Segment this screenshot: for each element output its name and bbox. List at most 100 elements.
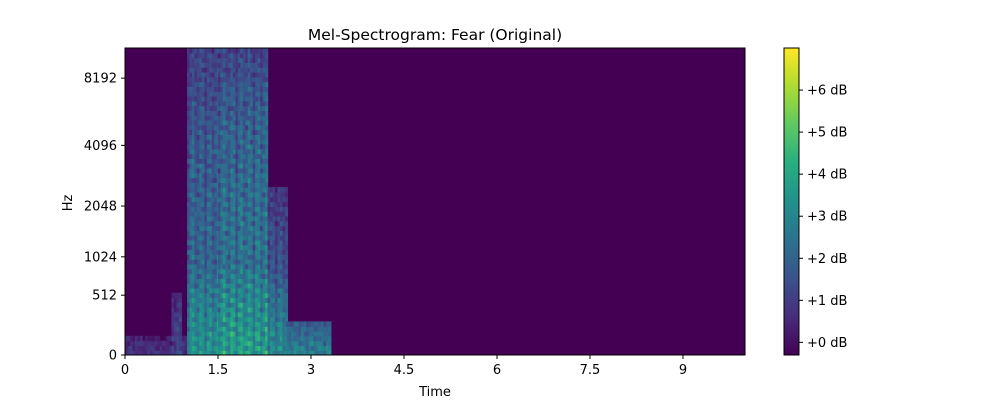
spectrogram-cell [211,129,215,135]
spectrogram-cell [220,225,224,231]
spectrogram-cell [209,297,213,303]
spectrogram-cell [211,143,215,150]
spectrogram-cell [189,206,193,212]
spectrogram-cell [245,350,249,355]
spectrogram-cell [204,201,208,207]
spectrogram-cell [235,177,239,183]
spectrogram-cell [265,268,269,275]
spectrogram-cell [255,182,259,188]
spectrogram-cell [220,148,224,155]
spectrogram-cell [222,345,227,351]
spectrogram-cell [191,350,196,355]
colorbar-tick-label: +4 dB [807,168,847,183]
spectrogram-cell [275,196,279,203]
spectrogram-cell [199,91,203,97]
spectrogram-cell [189,259,193,265]
spectrogram-cell [218,62,222,68]
spectrogram-cell [199,292,203,299]
spectrogram-cell [222,259,227,265]
spectrogram-cell [247,239,251,246]
spectrogram-cell [201,67,205,73]
spectrogram-cell [194,129,198,135]
spectrogram-cell [206,196,210,203]
spectrogram-cell [265,167,269,174]
spectrogram-cell [252,105,256,111]
spectrogram-cell [220,91,224,97]
spectrogram-cell [230,235,234,241]
spectrogram-cell [275,321,279,327]
spectrogram-cell [194,259,198,265]
spectrogram-cell [189,254,193,260]
spectrogram-cell [277,273,281,279]
spectrogram-cell [209,249,213,255]
spectrogram-cell [237,273,241,279]
spectrogram-cell [262,273,266,279]
spectrogram-cell [191,268,196,275]
spectrogram-cell [206,81,210,87]
spectrogram-cell [272,297,276,303]
spectrogram-cell [296,331,300,337]
spectrogram-cell [222,95,227,102]
spectrogram-cell [125,335,129,342]
spectrogram-cell [225,235,229,241]
spectrogram-cell [255,211,259,217]
spectrogram-cell [257,105,261,111]
spectrogram-cell [189,263,193,270]
spectrogram-cell [257,235,261,241]
spectrogram-cell [206,259,210,265]
spectrogram-cell [227,263,231,270]
spectrogram-cell [252,302,256,308]
spectrogram-cell [209,129,213,135]
spectrogram-cell [232,244,236,251]
spectrogram-cell [227,206,231,212]
spectrogram-cell [189,302,193,308]
spectrogram-cell [255,163,259,169]
spectrogram-cell [187,259,191,265]
spectrogram-cell [282,307,286,313]
spectrogram-cell [232,187,236,193]
spectrogram-cell [201,321,205,327]
spectrogram-cell [260,158,264,164]
spectrogram-cell [282,239,286,246]
spectrogram-cell [142,340,146,347]
spectrogram-cell [260,249,264,255]
spectrogram-cell [265,153,269,159]
spectrogram-cell [214,283,218,289]
spectrogram-cell [235,249,239,255]
spectrogram-cell [191,163,196,169]
spectrogram-cell [267,230,271,236]
spectrogram-cell [260,283,264,289]
spectrogram-cell [260,211,264,217]
spectrogram-cell [272,340,276,347]
spectrogram-cell [201,273,205,279]
spectrogram-cell [235,100,239,107]
spectrogram-cell [194,244,198,251]
spectrogram-cell [252,67,256,73]
spectrogram-cell [242,139,246,145]
spectrogram-cell [235,48,239,54]
spectrogram-cell [255,191,259,198]
spectrogram-cell [265,249,269,255]
spectrogram-cell [250,129,254,135]
spectrogram-cell [306,340,310,347]
spectrogram-cell [247,115,251,121]
spectrogram-cell [235,283,239,289]
spectrogram-cell [240,225,244,231]
spectrogram-cell [220,48,224,54]
spectrogram-cell [270,340,274,347]
spectrogram-cell [214,268,218,275]
spectrogram-cell [262,100,266,107]
spectrogram-cell [227,143,231,150]
spectrogram-cell [272,235,276,241]
spectrogram-cell [211,57,215,63]
spectrogram-cell [240,211,244,217]
spectrogram-cell [194,331,198,337]
spectrogram-cell [194,283,198,289]
spectrogram-cell [218,100,222,107]
spectrogram-cell [196,206,200,212]
spectrogram-cell [242,91,246,97]
spectrogram-cell [201,143,205,150]
spectrogram-cell [262,211,266,217]
spectrogram-cell [142,345,146,351]
spectrogram-cell [225,297,229,303]
